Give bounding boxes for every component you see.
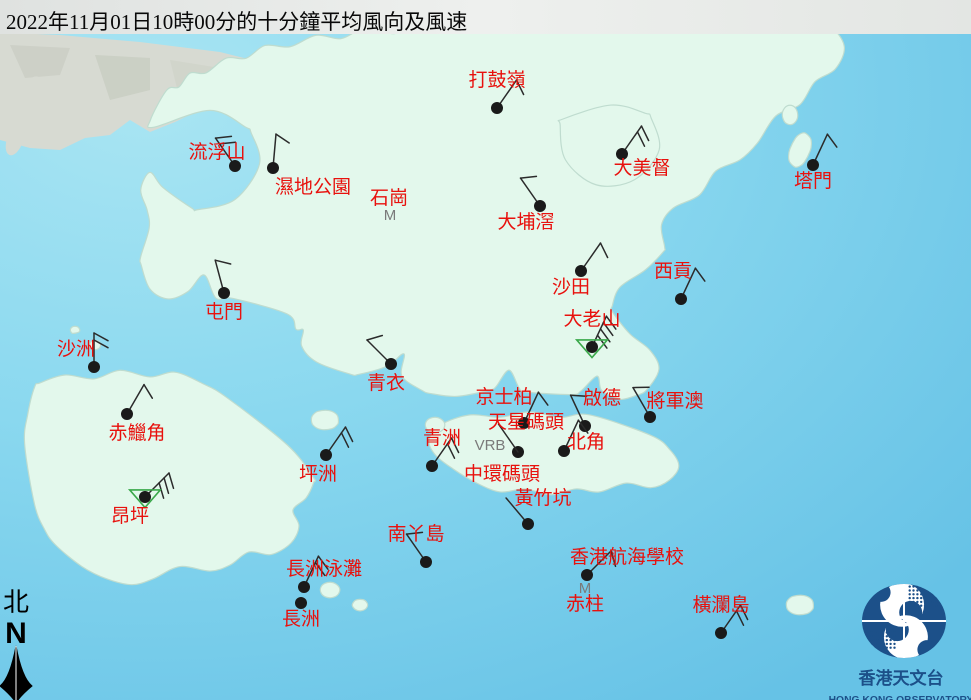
svg-text:南丫島: 南丫島 — [387, 523, 444, 545]
svg-text:沙田: 沙田 — [552, 277, 590, 298]
svg-text:北角: 北角 — [567, 431, 605, 453]
svg-text:塔門: 塔門 — [794, 170, 832, 192]
svg-text:昂坪: 昂坪 — [111, 505, 149, 527]
svg-text:中環碼頭: 中環碼頭 — [464, 463, 540, 485]
svg-text:京士柏: 京士柏 — [475, 386, 532, 408]
svg-text:啟德: 啟德 — [583, 387, 621, 409]
svg-text:打鼓嶺: 打鼓嶺 — [468, 69, 525, 91]
svg-text:橫瀾島: 橫瀾島 — [692, 594, 749, 616]
svg-text:北: 北 — [3, 587, 29, 617]
svg-text:青衣: 青衣 — [367, 372, 405, 394]
svg-text:石崗: 石崗 — [370, 187, 408, 209]
svg-text:沙洲: 沙洲 — [57, 339, 95, 360]
svg-text:香港天文台: 香港天文台 — [859, 668, 944, 688]
svg-text:濕地公園: 濕地公園 — [275, 176, 351, 198]
svg-text:黃竹坑: 黃竹坑 — [514, 487, 571, 509]
svg-text:大埔滘: 大埔滘 — [497, 211, 554, 233]
svg-text:屯門: 屯門 — [205, 301, 243, 323]
svg-text:流浮山: 流浮山 — [188, 141, 245, 163]
svg-text:長洲: 長洲 — [282, 609, 320, 630]
svg-text:赤鱲角: 赤鱲角 — [108, 422, 165, 444]
svg-text:M: M — [384, 207, 397, 224]
svg-text:天星碼頭: 天星碼頭 — [488, 412, 564, 433]
svg-text:N: N — [5, 617, 27, 650]
svg-text:大老山: 大老山 — [563, 308, 620, 330]
svg-text:長洲泳灘: 長洲泳灘 — [286, 558, 362, 580]
svg-text:西貢: 西貢 — [654, 261, 692, 282]
svg-text:大美督: 大美督 — [613, 157, 670, 179]
svg-text:青洲: 青洲 — [423, 427, 461, 449]
svg-text:HONG KONG OBSERVATORY: HONG KONG OBSERVATORY — [829, 695, 971, 700]
svg-text:坪洲: 坪洲 — [299, 463, 337, 485]
svg-text:香港航海學校: 香港航海學校 — [570, 546, 684, 568]
svg-text:將軍澳: 將軍澳 — [646, 390, 703, 412]
svg-text:赤柱: 赤柱 — [566, 593, 604, 615]
svg-text:VRB: VRB — [475, 437, 506, 454]
